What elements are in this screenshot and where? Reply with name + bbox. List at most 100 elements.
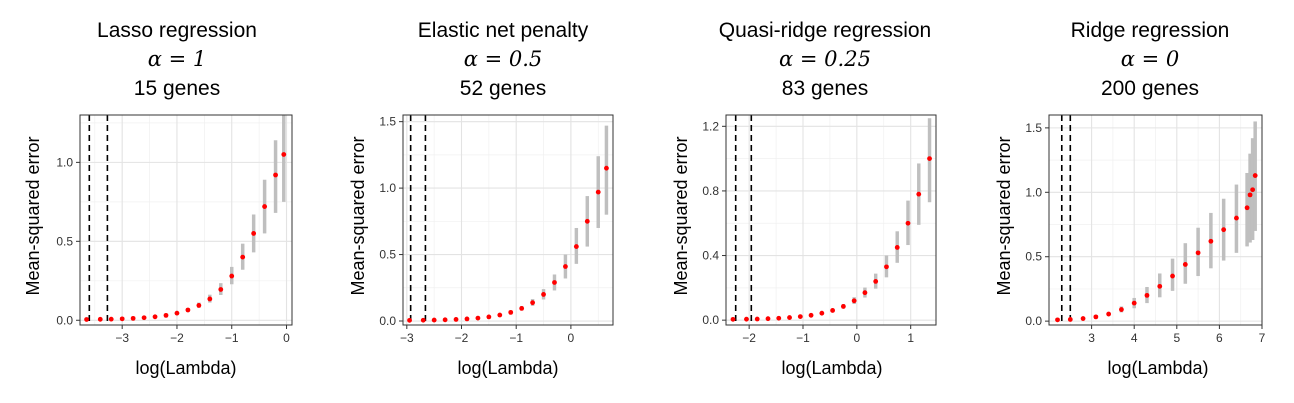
x-axis-label: log(Lambda) xyxy=(457,358,558,378)
data-point xyxy=(541,292,546,297)
data-point xyxy=(508,309,514,315)
data-point xyxy=(1131,300,1137,306)
data-point xyxy=(819,310,825,316)
panel-elastic-net: 0.0 0.5 1.0 1.5 −3 −2 −1 0 Elastic net penalty α … xyxy=(348,19,614,378)
data-point xyxy=(84,317,89,322)
data-point xyxy=(453,317,459,322)
x-axis-label: log(Lambda) xyxy=(1107,358,1208,378)
plot-area xyxy=(726,115,936,325)
panel-lasso: 0.0 0.5 1.0 −3 −2 −1 0 Lasso regression α = 1 15 … xyxy=(23,19,293,378)
panel-alpha: α = 0 xyxy=(1121,47,1180,71)
plot-border xyxy=(79,114,293,326)
data-point xyxy=(552,280,557,285)
data-point xyxy=(851,298,857,304)
x-tick-label: −2 xyxy=(742,331,756,345)
data-point xyxy=(163,312,169,318)
panel-alpha: α = 0.5 xyxy=(464,47,543,71)
x-tick-label: −1 xyxy=(796,331,810,345)
data-point xyxy=(573,244,579,249)
panel-genes: 200 genes xyxy=(1101,77,1199,100)
y-tick-label: 0.5 xyxy=(1025,250,1042,264)
panel-genes: 83 genes xyxy=(782,77,868,100)
plot-border xyxy=(725,114,937,326)
panel-title: Quasi-ridge regression xyxy=(719,19,931,42)
data-point xyxy=(262,204,268,209)
data-point xyxy=(797,314,803,319)
x-tick-label: 0 xyxy=(283,331,290,345)
data-point xyxy=(152,314,158,320)
y-tick-label: 0.8 xyxy=(702,184,719,198)
data-point xyxy=(744,316,749,322)
data-point xyxy=(1252,173,1258,178)
data-point xyxy=(281,152,287,157)
x-tick-label: −1 xyxy=(509,331,523,345)
x-tick-label: 0 xyxy=(568,331,575,345)
y-tick-label: 0.4 xyxy=(702,249,719,263)
data-point xyxy=(119,316,125,322)
panel-title: Ridge regression xyxy=(1071,19,1230,42)
data-point xyxy=(196,303,202,308)
data-point xyxy=(1234,215,1239,221)
data-point xyxy=(862,290,868,296)
plot-border xyxy=(1048,114,1263,326)
y-tick-label: 0.0 xyxy=(1025,314,1042,328)
y-axis-label: Mean-squared error xyxy=(23,136,43,295)
data-point xyxy=(808,312,814,318)
data-point xyxy=(873,278,879,284)
y-tick-label: 0.0 xyxy=(702,313,719,327)
data-point xyxy=(730,316,736,322)
data-point xyxy=(787,315,792,320)
panel-title: Elastic net penalty xyxy=(418,19,589,42)
data-point xyxy=(916,191,922,197)
plot-border xyxy=(402,114,614,326)
x-tick-label: −3 xyxy=(115,331,129,345)
y-tick-label: 1.5 xyxy=(379,115,396,129)
panel-alpha: α = 0.25 xyxy=(779,47,871,71)
x-tick-label: 4 xyxy=(1131,331,1138,345)
x-tick-label: −1 xyxy=(225,331,239,345)
data-point xyxy=(185,307,191,313)
data-point xyxy=(1195,250,1201,256)
data-point xyxy=(530,300,536,306)
data-point xyxy=(207,296,213,302)
y-axis-label: Mean-squared error xyxy=(994,136,1014,295)
x-tick-label: 5 xyxy=(1173,331,1180,345)
x-axis-label: log(Lambda) xyxy=(135,358,236,378)
y-tick-label: 0.0 xyxy=(379,314,396,328)
data-point xyxy=(894,245,900,250)
x-tick-label: 7 xyxy=(1259,331,1266,345)
data-point xyxy=(108,316,114,322)
x-tick-label: −2 xyxy=(455,331,469,345)
error-bar xyxy=(282,115,286,202)
data-point xyxy=(1055,317,1060,323)
y-tick-label: 1.0 xyxy=(379,181,396,195)
y-tick-label: 1.0 xyxy=(56,155,73,169)
data-point xyxy=(1244,205,1250,211)
data-point xyxy=(1080,316,1086,321)
y-axis-label: Mean-squared error xyxy=(348,136,368,295)
y-tick-label: 0.0 xyxy=(56,313,73,327)
data-point xyxy=(420,317,426,323)
y-axis-label: Mean-squared error xyxy=(671,136,691,295)
data-point xyxy=(218,287,224,292)
data-point xyxy=(563,264,568,269)
panel-title: Lasso regression xyxy=(97,19,257,42)
data-point xyxy=(1157,283,1163,289)
x-tick-label: 1 xyxy=(907,331,914,345)
data-point xyxy=(1247,192,1253,198)
y-tick-label: 1.5 xyxy=(1025,121,1042,135)
data-point xyxy=(251,231,257,236)
data-point xyxy=(884,264,889,270)
plot-area xyxy=(80,115,292,325)
x-tick-label: −2 xyxy=(170,331,184,345)
data-point xyxy=(776,315,782,321)
data-point xyxy=(486,314,492,320)
x-tick-label: 0 xyxy=(854,331,861,345)
panel-alpha: α = 1 xyxy=(148,47,207,71)
y-tick-label: 0.5 xyxy=(56,234,73,248)
data-point xyxy=(1067,317,1073,322)
y-tick-label: 1.2 xyxy=(702,119,719,133)
data-point xyxy=(141,315,147,321)
data-point xyxy=(130,315,136,321)
data-point xyxy=(1182,262,1188,267)
